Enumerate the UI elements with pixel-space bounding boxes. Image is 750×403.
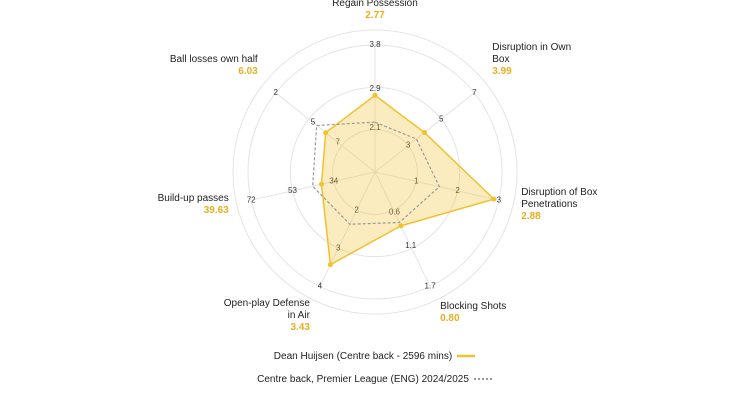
axis-name: Blocking Shots (440, 301, 507, 313)
tick-label: 5 (311, 118, 316, 127)
point (398, 223, 404, 229)
axis-line (374, 171, 499, 201)
value-label: 3.43 (290, 322, 310, 334)
value-label: 2.77 (365, 10, 385, 21)
tick-label: 1.7 (425, 282, 437, 291)
tick-label: 1 (414, 177, 419, 186)
legend-item: Dean Huijsen (Centre back - 2596 mins) (0, 351, 750, 362)
tick-label: 53 (288, 186, 297, 195)
point (372, 92, 378, 98)
legend-item: Centre back, Premier League (ENG) 2024/2… (0, 374, 750, 385)
legend-label: Centre back, Premier League (ENG) 2024/2… (257, 374, 469, 385)
axis-name: Regain Possession (332, 0, 418, 9)
axis-label: Build-up passes 39.63 (139, 193, 229, 217)
tick-label: 0.6 (389, 207, 401, 216)
outer-ring (232, 29, 518, 315)
axis-name: Disruption of Box Penetrations (521, 187, 598, 211)
axis-name: Open-play Defense in Air (223, 298, 310, 322)
tick-label: 7 (472, 88, 477, 97)
tick-label: 72 (247, 195, 256, 204)
axis-line (251, 171, 376, 201)
value-label: 0.80 (440, 313, 460, 325)
legend-swatch (457, 355, 476, 358)
tick-label: 2.1 (369, 123, 381, 132)
axis-label: Regain Possession 2.77 (305, 0, 445, 22)
tick-label: 2 (273, 88, 278, 97)
tick-label: 2 (455, 186, 460, 195)
axis-label: Open-play Defense in Air 3.43 (220, 298, 310, 334)
tick-label: 2 (354, 205, 359, 214)
value-label: 3.99 (492, 66, 512, 78)
point (318, 181, 324, 187)
tick-label: 3 (497, 195, 502, 204)
legend-label: Dean Huijsen (Centre back - 2596 mins) (273, 351, 453, 362)
axis-name: Ball losses own half (169, 54, 258, 66)
axis-label: Blocking Shots 0.80 (440, 301, 530, 325)
point (327, 262, 333, 268)
tick-label: 2.9 (369, 84, 381, 93)
axis-label: Ball losses own half 6.03 (168, 54, 258, 78)
axis-name: Disruption in Own Box (492, 42, 572, 66)
tick-label: 3 (336, 243, 341, 252)
tick-label: 3 (406, 141, 411, 150)
value-label: 2.88 (521, 211, 541, 223)
tick-label: 7 (336, 137, 341, 146)
tick-label: 4 (318, 282, 323, 291)
point (491, 196, 497, 202)
point (421, 130, 427, 136)
axis-line (319, 171, 376, 287)
tick-label: 34 (329, 177, 338, 186)
tick-label: 1.1 (405, 241, 417, 250)
value-label: 39.63 (203, 205, 229, 217)
series-area (320, 94, 496, 266)
tick-label: 3.8 (369, 40, 381, 49)
series-line (312, 121, 441, 225)
axis-name: Build-up passes (157, 193, 229, 205)
axis-label: Disruption in Own Box 3.99 (492, 42, 582, 78)
legend-swatch (473, 378, 492, 381)
axis-label: Disruption of Box Penetrations 2.88 (521, 187, 611, 223)
value-label: 6.03 (238, 66, 258, 78)
point (323, 130, 329, 136)
axis-line (374, 171, 431, 287)
tick-label: 5 (439, 114, 444, 123)
